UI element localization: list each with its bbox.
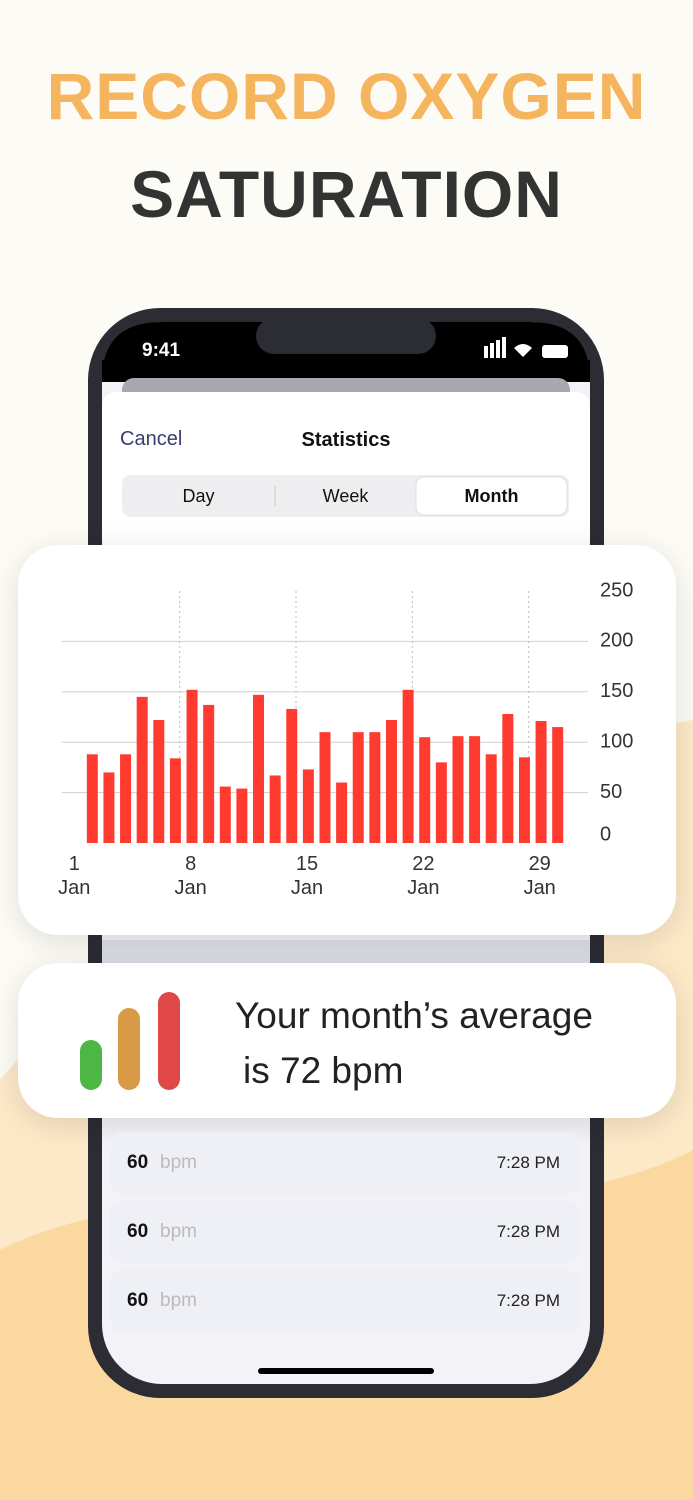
status-time: 9:41	[142, 340, 181, 361]
bar	[253, 694, 265, 843]
reading-unit: bpm	[160, 1152, 197, 1173]
bar	[86, 754, 98, 843]
bar	[203, 704, 215, 843]
bars-icon	[80, 992, 180, 1090]
bar	[169, 758, 181, 843]
bar	[302, 769, 314, 843]
bar	[469, 736, 481, 843]
bar	[402, 689, 414, 843]
bar	[153, 720, 165, 843]
bar	[269, 775, 281, 843]
nav-title: Statistics	[301, 429, 391, 451]
bar	[452, 736, 464, 843]
bar	[502, 713, 514, 843]
reading-time: 7:28 PM	[496, 1291, 560, 1310]
bar	[518, 757, 530, 843]
bar	[552, 727, 564, 843]
headline: RECORD OXYGEN	[46, 59, 647, 133]
reading-unit: bpm	[160, 1290, 197, 1311]
x-tick-label: 8 Jan	[174, 853, 207, 899]
cancel-button[interactable]: Cancel	[120, 428, 183, 450]
bar	[219, 786, 231, 843]
bar	[336, 782, 348, 843]
segment[interactable]: Day	[182, 486, 215, 506]
chart-card	[18, 545, 676, 935]
x-tick-label: 22 Jan	[407, 853, 440, 899]
list-row[interactable]: 60 bpm 7:28 PM	[110, 1201, 580, 1263]
average-text: is 72 bpm	[243, 1050, 404, 1091]
bar	[319, 732, 331, 843]
y-tick-label: 50	[600, 781, 622, 803]
reading-value: 60	[127, 1152, 149, 1173]
bar	[369, 732, 381, 843]
reading-unit: bpm	[160, 1221, 197, 1242]
y-tick-label: 100	[600, 730, 633, 752]
x-tick-label: 1 Jan	[58, 853, 91, 899]
bar	[485, 754, 497, 843]
bar	[103, 772, 115, 843]
x-tick-label: 29 Jan	[523, 853, 556, 899]
bar	[385, 720, 397, 843]
reading-value: 60	[127, 1290, 149, 1311]
y-tick-label: 0	[600, 823, 611, 845]
reading-time: 7:28 PM	[496, 1222, 560, 1241]
bar	[435, 762, 447, 843]
y-tick-label: 200	[600, 630, 633, 652]
x-tick-label: 15 Jan	[290, 853, 324, 899]
bar	[352, 732, 364, 843]
y-tick-label: 250	[600, 579, 633, 601]
reading-time: 7:28 PM	[496, 1153, 560, 1172]
segment[interactable]: Week	[322, 486, 369, 506]
bar	[286, 708, 298, 843]
list-row[interactable]: 60 bpm 7:28 PM	[110, 1270, 580, 1332]
bar	[535, 721, 547, 843]
y-tick-label: 150	[600, 680, 633, 702]
segment[interactable]: Month	[464, 486, 519, 506]
reading-value: 60	[127, 1221, 149, 1242]
bar	[120, 754, 132, 843]
headline: SATURATION	[130, 157, 563, 231]
bar	[186, 689, 198, 843]
bar	[136, 696, 148, 843]
average-text: Your month’s average	[235, 995, 593, 1036]
list-row[interactable]: 60 bpm 7:28 PM	[110, 1132, 580, 1194]
average-card: Your month’s average is 72 bpm	[18, 963, 676, 1118]
bar	[419, 737, 431, 843]
bar	[236, 788, 248, 843]
